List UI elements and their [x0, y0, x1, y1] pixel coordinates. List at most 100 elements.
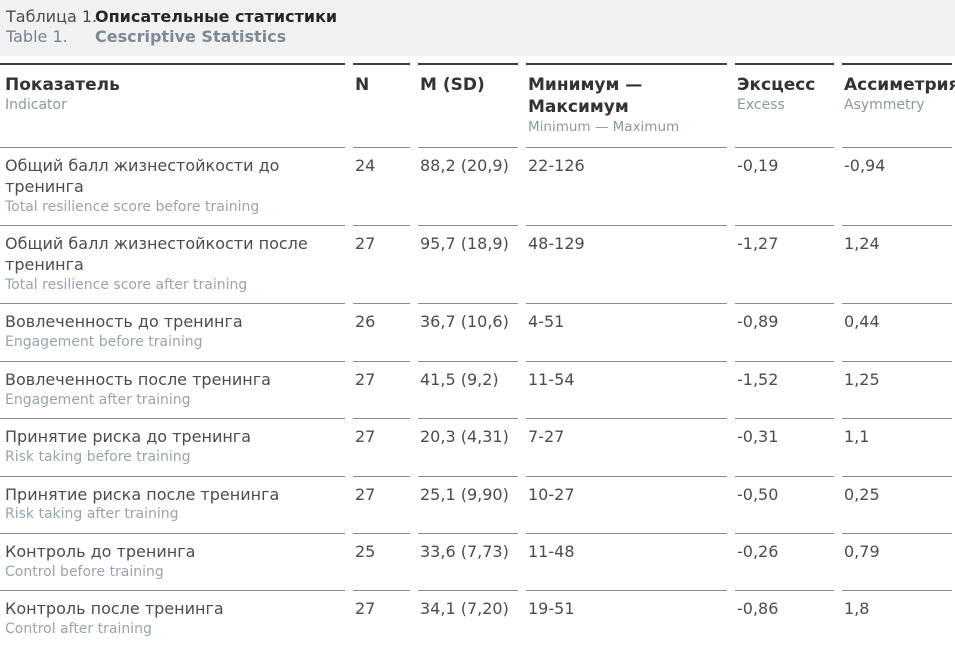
- cell-minmax: 48-129: [526, 225, 727, 303]
- cell-excess: -0,86: [735, 590, 834, 647]
- table-row: Вовлеченность до тренинга Engagement befo…: [0, 303, 952, 360]
- table-caption-en: Table 1. Cescriptive Statistics: [6, 27, 945, 47]
- table-row: Общий балл жизнестойкости до тренинга Tot…: [0, 147, 952, 225]
- asymmetry-value: -0,94: [844, 156, 886, 176]
- column-header-msd: M (SD): [418, 62, 518, 147]
- indicator-ru: Вовлеченность после тренинга: [5, 369, 271, 389]
- indicator-ru: Принятие риска после тренинга: [5, 484, 280, 504]
- cell-minmax: 4-51: [526, 303, 727, 360]
- cell-minmax: 19-51: [526, 590, 727, 647]
- column-header-asymmetry-en: Asymmetry: [844, 97, 925, 114]
- cell-excess: -1,27: [735, 225, 834, 303]
- excess-value: -0,89: [737, 312, 779, 332]
- asymmetry-value: 1,8: [844, 599, 870, 619]
- cell-msd: 34,1 (7,20): [418, 590, 518, 647]
- column-header-excess-en: Excess: [737, 97, 785, 114]
- indicator-en: Control after training: [5, 621, 152, 638]
- indicator-ru: Принятие риска до тренинга: [5, 427, 252, 447]
- indicator-ru: Вовлеченность до тренинга: [5, 312, 243, 332]
- msd-value: 33,6 (7,73): [420, 541, 509, 561]
- cell-asymmetry: -0,94: [842, 147, 952, 225]
- indicator-ru: Общий балл жизнестойкости до тренинга: [5, 156, 280, 196]
- column-header-asymmetry: Ассиметрия Asymmetry: [842, 62, 955, 147]
- cell-msd: 41,5 (9,2): [418, 360, 518, 418]
- minmax-value: 7-27: [528, 427, 565, 447]
- cell-indicator: Контроль после тренинга Control after tra…: [0, 590, 345, 647]
- column-header-asymmetry-ru: Ассиметрия: [844, 74, 955, 95]
- n-value: 27: [355, 599, 376, 619]
- msd-value: 20,3 (4,31): [420, 427, 509, 447]
- indicator-ru: Контроль после тренинга: [5, 599, 224, 619]
- table-caption: Таблица 1.Описательные статистики Table …: [0, 0, 955, 56]
- cell-asymmetry: 1,24: [842, 225, 952, 303]
- cell-minmax: 11-48: [526, 532, 727, 590]
- cell-msd: 33,6 (7,73): [418, 532, 518, 590]
- cell-asymmetry: 1,8: [842, 590, 952, 647]
- cell-indicator: Принятие риска до тренинга Risk taking be…: [0, 418, 345, 475]
- n-value: 27: [355, 234, 376, 254]
- msd-value: 34,1 (7,20): [420, 599, 509, 619]
- indicator-en: Total resilience score before training: [5, 198, 260, 215]
- column-header-minmax: Минимум — Максимум Minimum — Maximum: [526, 62, 727, 147]
- msd-value: 41,5 (9,2): [420, 369, 499, 389]
- cell-minmax: 10-27: [526, 475, 727, 533]
- cell-asymmetry: 1,25: [842, 360, 952, 418]
- cell-minmax: 11-54: [526, 360, 727, 418]
- asymmetry-value: 1,25: [844, 369, 880, 389]
- cell-excess: -0,50: [735, 475, 834, 533]
- table-row: Контроль до тренинга Control before train…: [0, 532, 952, 590]
- asymmetry-value: 0,44: [844, 312, 880, 332]
- n-value: 27: [355, 427, 376, 447]
- n-value: 24: [355, 156, 376, 176]
- cell-excess: -0,89: [735, 303, 834, 360]
- cell-indicator: Принятие риска после тренинга Risk taking…: [0, 475, 345, 533]
- n-value: 26: [355, 312, 376, 332]
- minmax-value: 10-27: [528, 484, 575, 504]
- column-header-msd-label: M (SD): [420, 74, 485, 95]
- table-number-ru: Таблица 1.: [6, 7, 98, 26]
- table-row: Принятие риска после тренинга Risk taking…: [0, 475, 952, 533]
- indicator-en: Total resilience score after training: [5, 276, 248, 293]
- excess-value: -1,52: [737, 369, 779, 389]
- cell-indicator: Вовлеченность до тренинга Engagement befo…: [0, 303, 345, 360]
- cell-asymmetry: 1,1: [842, 418, 952, 475]
- cell-n: 26: [353, 303, 410, 360]
- cell-excess: -1,52: [735, 360, 834, 418]
- indicator-ru: Общий балл жизнестойкости после тренинга: [5, 234, 308, 274]
- minmax-value: 11-54: [528, 369, 575, 389]
- column-header-n: N: [353, 62, 410, 147]
- cell-msd: 95,7 (18,9): [418, 225, 518, 303]
- cell-minmax: 22-126: [526, 147, 727, 225]
- statistics-table-wrapper: Показатель Indicator N M (SD) Минимум — …: [0, 56, 955, 648]
- msd-value: 95,7 (18,9): [420, 234, 509, 254]
- cell-n: 27: [353, 360, 410, 418]
- cell-n: 25: [353, 532, 410, 590]
- indicator-en: Risk taking before training: [5, 448, 191, 465]
- table-title-en: Cescriptive Statistics: [95, 27, 287, 47]
- excess-value: -0,19: [737, 156, 779, 176]
- cell-excess: -0,31: [735, 418, 834, 475]
- cell-n: 27: [353, 418, 410, 475]
- excess-value: -1,27: [737, 234, 779, 254]
- minmax-value: 11-48: [528, 541, 575, 561]
- cell-n: 27: [353, 225, 410, 303]
- column-header-excess-ru: Эксцесс: [737, 74, 816, 95]
- msd-value: 36,7 (10,6): [420, 312, 509, 332]
- minmax-value: 4-51: [528, 312, 565, 332]
- msd-value: 25,1 (9,90): [420, 484, 509, 504]
- cell-msd: 25,1 (9,90): [418, 475, 518, 533]
- cell-asymmetry: 0,79: [842, 532, 952, 590]
- cell-msd: 88,2 (20,9): [418, 147, 518, 225]
- column-header-minmax-ru: Минимум — Максимум: [528, 74, 643, 118]
- indicator-en: Engagement before training: [5, 334, 203, 351]
- table-row: Контроль после тренинга Control after tra…: [0, 590, 952, 647]
- cell-n: 24: [353, 147, 410, 225]
- table-number-en: Table 1.: [6, 27, 68, 47]
- cell-indicator: Общий балл жизнестойкости до тренинга Tot…: [0, 147, 345, 225]
- column-header-indicator-ru: Показатель: [5, 74, 120, 95]
- cell-excess: -0,19: [735, 147, 834, 225]
- n-value: 27: [355, 484, 376, 504]
- excess-value: -0,50: [737, 484, 779, 504]
- n-value: 27: [355, 369, 376, 389]
- cell-excess: -0,26: [735, 532, 834, 590]
